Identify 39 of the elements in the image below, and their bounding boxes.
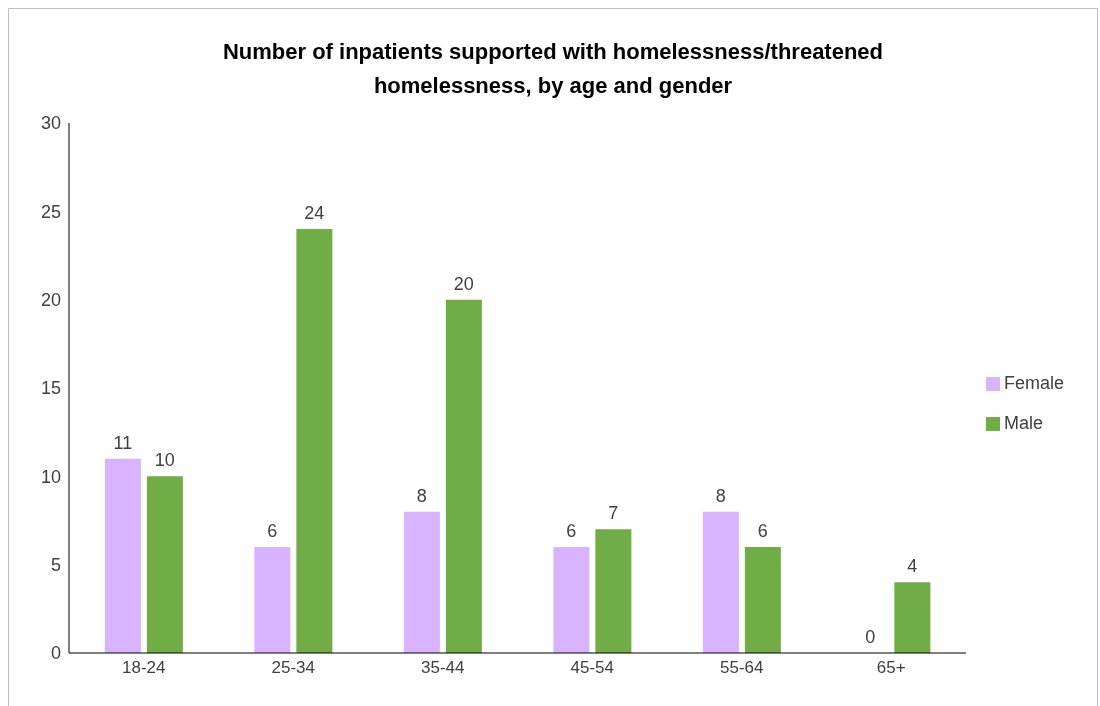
data-label: 8 [416,485,427,506]
legend-label: Female [1003,373,1064,393]
bar [595,529,632,653]
bar [254,547,291,653]
x-tick-label: 18-24 [122,658,166,678]
data-label: 24 [304,203,325,223]
y-tick-label: 0 [50,643,61,664]
x-tick-label: 45-54 [570,658,614,678]
bar [702,511,739,653]
bar [445,299,482,653]
bar [296,229,333,653]
bar [403,511,440,653]
y-tick-label: 10 [40,466,61,487]
y-tick-label: 20 [40,290,61,311]
chart-title: Number of inpatients supported with homelessness/threatened homelessness, by age and gender [221,38,885,100]
bar [104,458,141,653]
data-label: 6 [757,521,768,541]
bar [894,582,931,653]
data-label: 11 [113,432,133,453]
data-label: 20 [453,273,474,294]
y-tick-label: 25 [40,201,61,222]
legend-label: Male [1003,413,1043,433]
bar [553,547,590,653]
data-label: 4 [907,556,918,577]
data-label: 10 [154,450,175,471]
x-tick-label: 65+ [876,658,906,678]
data-label: 0 [865,626,876,647]
data-label: 6 [267,521,278,541]
y-tick-label: 15 [40,378,61,399]
data-label: 6 [566,521,577,541]
x-tick-label: 35-44 [420,658,465,678]
bar [146,476,183,653]
bar [744,547,781,653]
y-tick-label: 5 [50,555,61,576]
x-tick-label: 25-34 [271,658,315,678]
x-tick-label: 55-64 [719,658,764,678]
y-tick-label: 30 [40,113,61,134]
data-label: 8 [715,485,726,506]
data-label: 7 [608,503,619,524]
